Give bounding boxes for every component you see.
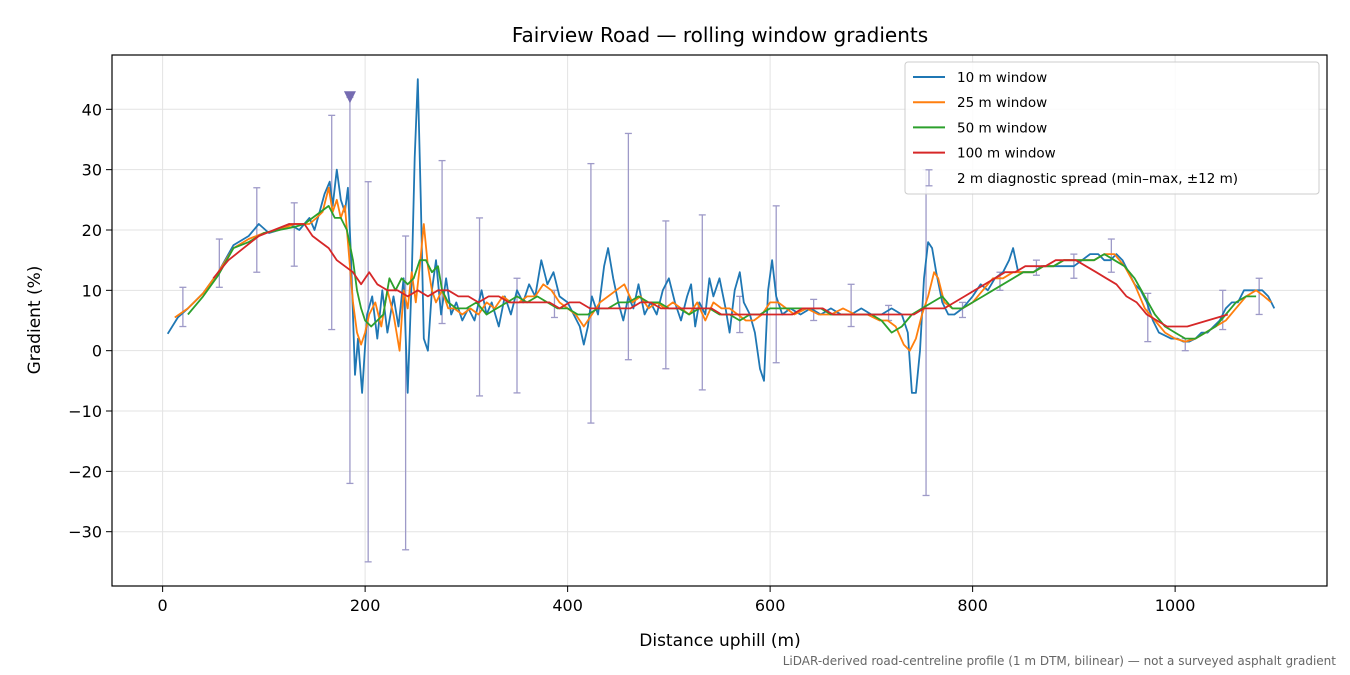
spread-bar — [772, 205, 780, 364]
x-tick-label: 800 — [957, 596, 988, 615]
y-axis: −30 −20 −10 0 10 20 30 40 — [68, 100, 112, 542]
plot-area — [166, 78, 1276, 563]
spread-bar — [290, 202, 298, 267]
y-tick-label: −20 — [68, 462, 102, 481]
spread-bar — [698, 214, 706, 391]
x-tick-label: 1000 — [1155, 596, 1196, 615]
peak-marker-triangle — [343, 91, 356, 104]
spread-bar — [624, 132, 632, 361]
x-axis: 0 200 400 600 800 1000 — [158, 586, 1196, 615]
spread-bar — [847, 283, 855, 328]
x-axis-label: Distance uphill (m) — [639, 631, 800, 651]
legend: 10 m window 25 m window 50 m window 100 m w… — [904, 61, 1320, 195]
spread-bar — [959, 301, 966, 319]
x-tick-label: 400 — [552, 596, 583, 615]
legend-label: 25 m window — [957, 95, 1047, 111]
legend-label: 10 m window — [957, 70, 1047, 86]
spread-bar — [328, 114, 336, 331]
spread-bar — [1107, 238, 1115, 273]
y-tick-label: 40 — [82, 100, 102, 119]
spread-bar — [253, 187, 261, 273]
legend-label: 100 m window — [957, 146, 1056, 162]
legend-label: 2 m diagnostic spread (min–max, ±12 m) — [957, 171, 1238, 187]
y-tick-label: 0 — [92, 342, 102, 361]
chart-title: Fairview Road — rolling window gradients — [512, 23, 928, 47]
grid — [112, 55, 1327, 586]
legend-label: 50 m window — [957, 120, 1047, 136]
footnote: LiDAR-derived road-centreline profile (1… — [783, 654, 1337, 668]
y-tick-label: 10 — [82, 281, 102, 300]
x-tick-label: 0 — [158, 596, 168, 615]
y-tick-label: −30 — [68, 523, 102, 542]
spread-bar — [215, 238, 223, 288]
spread-bar — [364, 181, 372, 563]
spread-bar — [179, 286, 187, 328]
spread-bar — [662, 220, 670, 370]
y-tick-label: 30 — [82, 161, 102, 180]
x-tick-label: 600 — [755, 596, 786, 615]
y-tick-label: 20 — [82, 221, 102, 240]
spread-bar — [1032, 259, 1040, 276]
legend-box — [904, 61, 1320, 195]
spread-bar — [1255, 277, 1263, 316]
spread-bar — [402, 235, 410, 551]
spread-bar — [438, 159, 446, 325]
x-tick-label: 200 — [350, 596, 381, 615]
spread-bar — [587, 162, 595, 424]
y-axis-label: Gradient (%) — [25, 266, 45, 375]
series-100m-window — [212, 223, 1229, 328]
plot-frame — [111, 54, 1328, 587]
series-10m-window — [166, 78, 1276, 394]
y-tick-label: −10 — [68, 402, 102, 421]
